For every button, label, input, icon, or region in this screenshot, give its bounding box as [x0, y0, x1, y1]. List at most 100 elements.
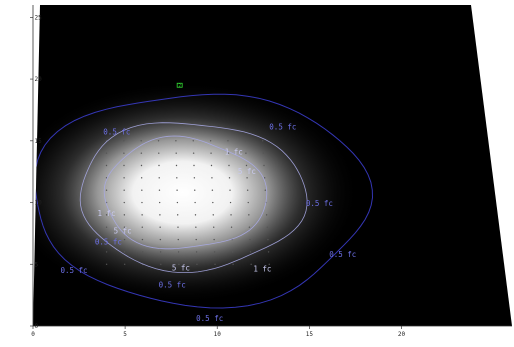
y-tick-label: 20 — [35, 76, 43, 83]
grid-point — [192, 140, 194, 142]
grid-point — [123, 238, 126, 241]
grid-point — [264, 189, 267, 191]
grid-point — [228, 164, 230, 167]
grid-point — [229, 201, 232, 204]
grid-point — [229, 189, 231, 191]
fixture-marker-label: 2 — [178, 83, 181, 88]
grid-point — [105, 251, 108, 253]
grid-point — [140, 177, 143, 179]
grid-point — [249, 251, 252, 253]
contour-label: 0.5 fc — [329, 250, 356, 259]
fixture-marker-box — [176, 82, 183, 88]
grid-point — [194, 189, 196, 191]
contour-label: 0.5 fc — [60, 266, 87, 275]
grid-point — [105, 263, 108, 265]
grid-point — [175, 164, 178, 167]
grid-point — [141, 214, 143, 216]
grid-point — [227, 152, 230, 154]
grid-point — [212, 201, 214, 204]
grid-point — [248, 214, 250, 216]
grid-point — [245, 152, 247, 154]
grid-point — [248, 226, 251, 228]
x-tick-label: 10 — [214, 331, 222, 338]
grid-point — [123, 140, 125, 142]
grid-point — [105, 214, 108, 216]
grid-point — [247, 201, 249, 204]
grid-point — [159, 251, 162, 253]
illuminance-glow — [33, 81, 360, 304]
contour-label: 5 fc — [238, 167, 256, 176]
grid-point — [178, 263, 180, 265]
grid-point — [195, 226, 197, 228]
grid-point — [195, 251, 198, 253]
grid-point — [210, 152, 212, 154]
grid-point — [140, 152, 143, 154]
isolux-contours — [34, 93, 374, 309]
contour-label: 1 fc — [98, 209, 116, 218]
grid-point — [195, 238, 197, 241]
grid-point — [123, 201, 125, 204]
grid-point — [267, 238, 269, 241]
contour-label: 0.5 fc — [269, 123, 296, 132]
grid-point — [192, 152, 195, 154]
grid-point — [194, 201, 196, 204]
grid-point — [210, 164, 213, 167]
contour-labels: 0.5 fc 0.5 fc 0.5 fc 0.5 fc 0.5 fc 0.5 fc 0.5 … — [60, 123, 356, 323]
contour-label: 0.5 fc — [306, 199, 333, 208]
y-tick-label: 25 — [35, 14, 43, 21]
grid-point — [267, 251, 270, 253]
grid-point — [159, 214, 161, 216]
y-tick-label: 10 — [35, 200, 43, 207]
y-tick-label: 5 — [35, 261, 39, 268]
grid-point — [196, 263, 198, 265]
grid-point — [268, 263, 270, 265]
grid-point — [105, 189, 108, 191]
grid-point — [194, 214, 197, 216]
contour-label: 0.5 fc — [103, 128, 130, 137]
grid-point — [246, 177, 248, 179]
grid-point — [140, 140, 142, 142]
contour-label: 0.5 fc — [95, 238, 122, 247]
contour-label: 1 fc — [225, 147, 243, 156]
grid-point — [123, 214, 126, 216]
grid-point — [158, 189, 161, 191]
grid-point — [211, 189, 214, 191]
grid-point — [227, 140, 229, 142]
grid-point — [244, 140, 247, 142]
grid-point — [158, 201, 161, 204]
grid-point — [158, 177, 160, 179]
contour-0-5-fc — [34, 93, 374, 309]
grid-point — [177, 251, 180, 253]
grid-point — [175, 140, 177, 142]
grid-point — [266, 226, 268, 228]
grid-point — [175, 152, 177, 154]
grid-point — [123, 177, 125, 179]
grid-point — [177, 226, 179, 228]
grid-point — [158, 152, 160, 154]
x-tick-label: 0 — [31, 331, 35, 338]
grid-point — [232, 263, 234, 265]
grid-point — [246, 189, 249, 191]
grid-point — [261, 140, 264, 142]
grid-point — [176, 214, 179, 216]
grid-point — [141, 251, 144, 253]
grid-point — [263, 177, 266, 179]
grid-point — [263, 164, 265, 167]
y-tick-label: 0 — [35, 323, 39, 330]
grid-point — [160, 263, 162, 265]
grid-point — [157, 140, 160, 142]
grid-point — [249, 238, 251, 241]
grid-point — [230, 226, 233, 228]
grid-point — [193, 164, 195, 167]
contour-label: 0.5 fc — [159, 281, 186, 290]
grid-point — [123, 251, 126, 253]
grid-point — [250, 263, 252, 265]
grid-point — [193, 177, 196, 179]
grid-point — [211, 177, 213, 179]
grid-point — [228, 177, 231, 179]
grid-point — [141, 201, 143, 204]
contour-label: 5 fc — [172, 263, 190, 272]
grid-point — [176, 177, 178, 179]
grid-point — [158, 164, 160, 167]
x-tick-label: 5 — [123, 331, 127, 338]
